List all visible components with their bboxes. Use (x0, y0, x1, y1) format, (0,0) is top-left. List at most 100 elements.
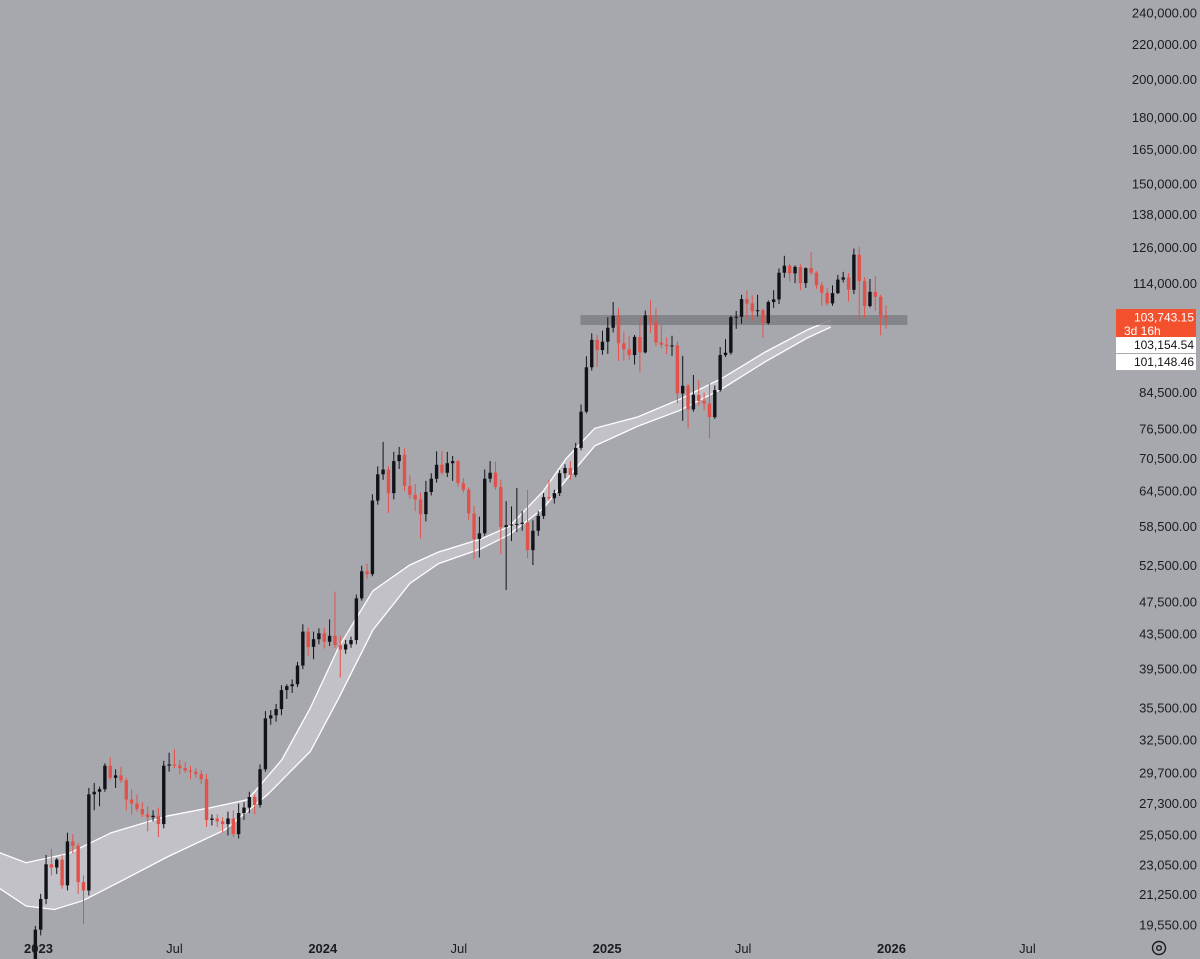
candle (429, 473, 433, 496)
price-tick-label: 29,700.00 (1139, 765, 1197, 780)
candle (563, 464, 567, 479)
candle-body (167, 764, 171, 766)
candle-body (92, 791, 96, 795)
candle (220, 817, 225, 833)
candle-body (408, 485, 412, 495)
candle (204, 774, 209, 827)
candle (274, 703, 278, 722)
candle (81, 875, 86, 925)
candle-body (606, 327, 610, 342)
candle-body (215, 818, 219, 822)
candle-body (65, 841, 70, 886)
candle-body (71, 841, 75, 846)
candle (236, 803, 241, 839)
candle (408, 475, 412, 499)
chart-settings-button[interactable] (1151, 940, 1167, 956)
candle (92, 782, 96, 811)
candle (670, 335, 674, 356)
candle (55, 858, 59, 874)
candle (579, 404, 583, 451)
candle (761, 308, 765, 339)
candle-body (418, 499, 423, 515)
candle-body (220, 821, 225, 825)
price-tick-label: 35,500.00 (1139, 701, 1197, 716)
candle (295, 661, 300, 688)
candle (809, 251, 813, 275)
candle-body (188, 770, 193, 772)
candle (418, 492, 423, 539)
ma-upper-line (0, 319, 831, 864)
price-tick-label: 138,000.00 (1132, 207, 1197, 222)
candle (354, 594, 359, 645)
candle (119, 766, 123, 783)
price-tick-label: 84,500.00 (1139, 385, 1197, 400)
candle (745, 290, 749, 319)
candle (777, 268, 781, 305)
candle (140, 802, 145, 818)
candle-body (370, 500, 375, 575)
candle-body (135, 803, 139, 809)
candle (242, 802, 246, 820)
price-axis[interactable]: 240,000.00 220,000.00 200,000.00 180,000.00… (1132, 6, 1197, 933)
candle (664, 337, 669, 354)
candle (253, 794, 257, 815)
price-tick-label: 70,500.00 (1139, 451, 1197, 466)
candle (595, 335, 599, 367)
candle (488, 461, 492, 483)
candle-body (563, 467, 567, 474)
candle (146, 806, 150, 832)
candle (504, 501, 508, 591)
candle-body (39, 898, 43, 930)
candle-body (541, 497, 546, 516)
candle (788, 264, 792, 282)
candle (734, 310, 738, 329)
gear-icon (1151, 940, 1167, 956)
candle-body (809, 268, 813, 273)
candle (782, 255, 787, 278)
candle-body (333, 635, 337, 646)
candle (381, 441, 385, 480)
price-tick-label: 114,000.00 (1133, 276, 1197, 291)
candle-body (290, 684, 294, 687)
candle-body (274, 709, 278, 716)
candle-body (884, 316, 888, 319)
candle-body (531, 530, 535, 551)
candle (520, 511, 524, 531)
candle (750, 295, 754, 321)
candle (766, 300, 770, 325)
candle-body (627, 349, 631, 356)
candle (493, 461, 498, 490)
candle (606, 317, 610, 354)
candle (33, 925, 38, 959)
candle-body (477, 533, 482, 540)
candle-body (151, 815, 155, 818)
candle-body (648, 315, 653, 322)
price-tick-label: 43,500.00 (1139, 627, 1197, 642)
candle (584, 356, 589, 414)
candle (226, 811, 230, 836)
candle-body (450, 461, 455, 464)
current-price-tag-bg (1116, 309, 1196, 340)
candle-body (600, 341, 605, 351)
candle (49, 848, 54, 876)
candle (622, 331, 626, 361)
support-zone (580, 315, 908, 326)
price-tick-label: 47,500.00 (1139, 595, 1197, 610)
candle (402, 448, 407, 491)
candle-body (557, 473, 562, 494)
price-tick-label: 39,500.00 (1139, 662, 1197, 677)
candle-body (49, 864, 54, 868)
candle (370, 494, 375, 577)
candle-body (178, 765, 182, 769)
time-axis[interactable]: 2023 Jul 2024 Jul 2025 Jul 2026 Jul (24, 941, 1036, 956)
candle (317, 628, 321, 645)
candle-body (868, 291, 872, 307)
candle (445, 451, 449, 478)
candle-body (81, 882, 86, 891)
candle (434, 451, 439, 483)
price-tick-label: 21,250.00 (1139, 887, 1197, 902)
candle (285, 684, 289, 699)
ma-upper-value-tag: 103,154.54 (1116, 337, 1196, 354)
